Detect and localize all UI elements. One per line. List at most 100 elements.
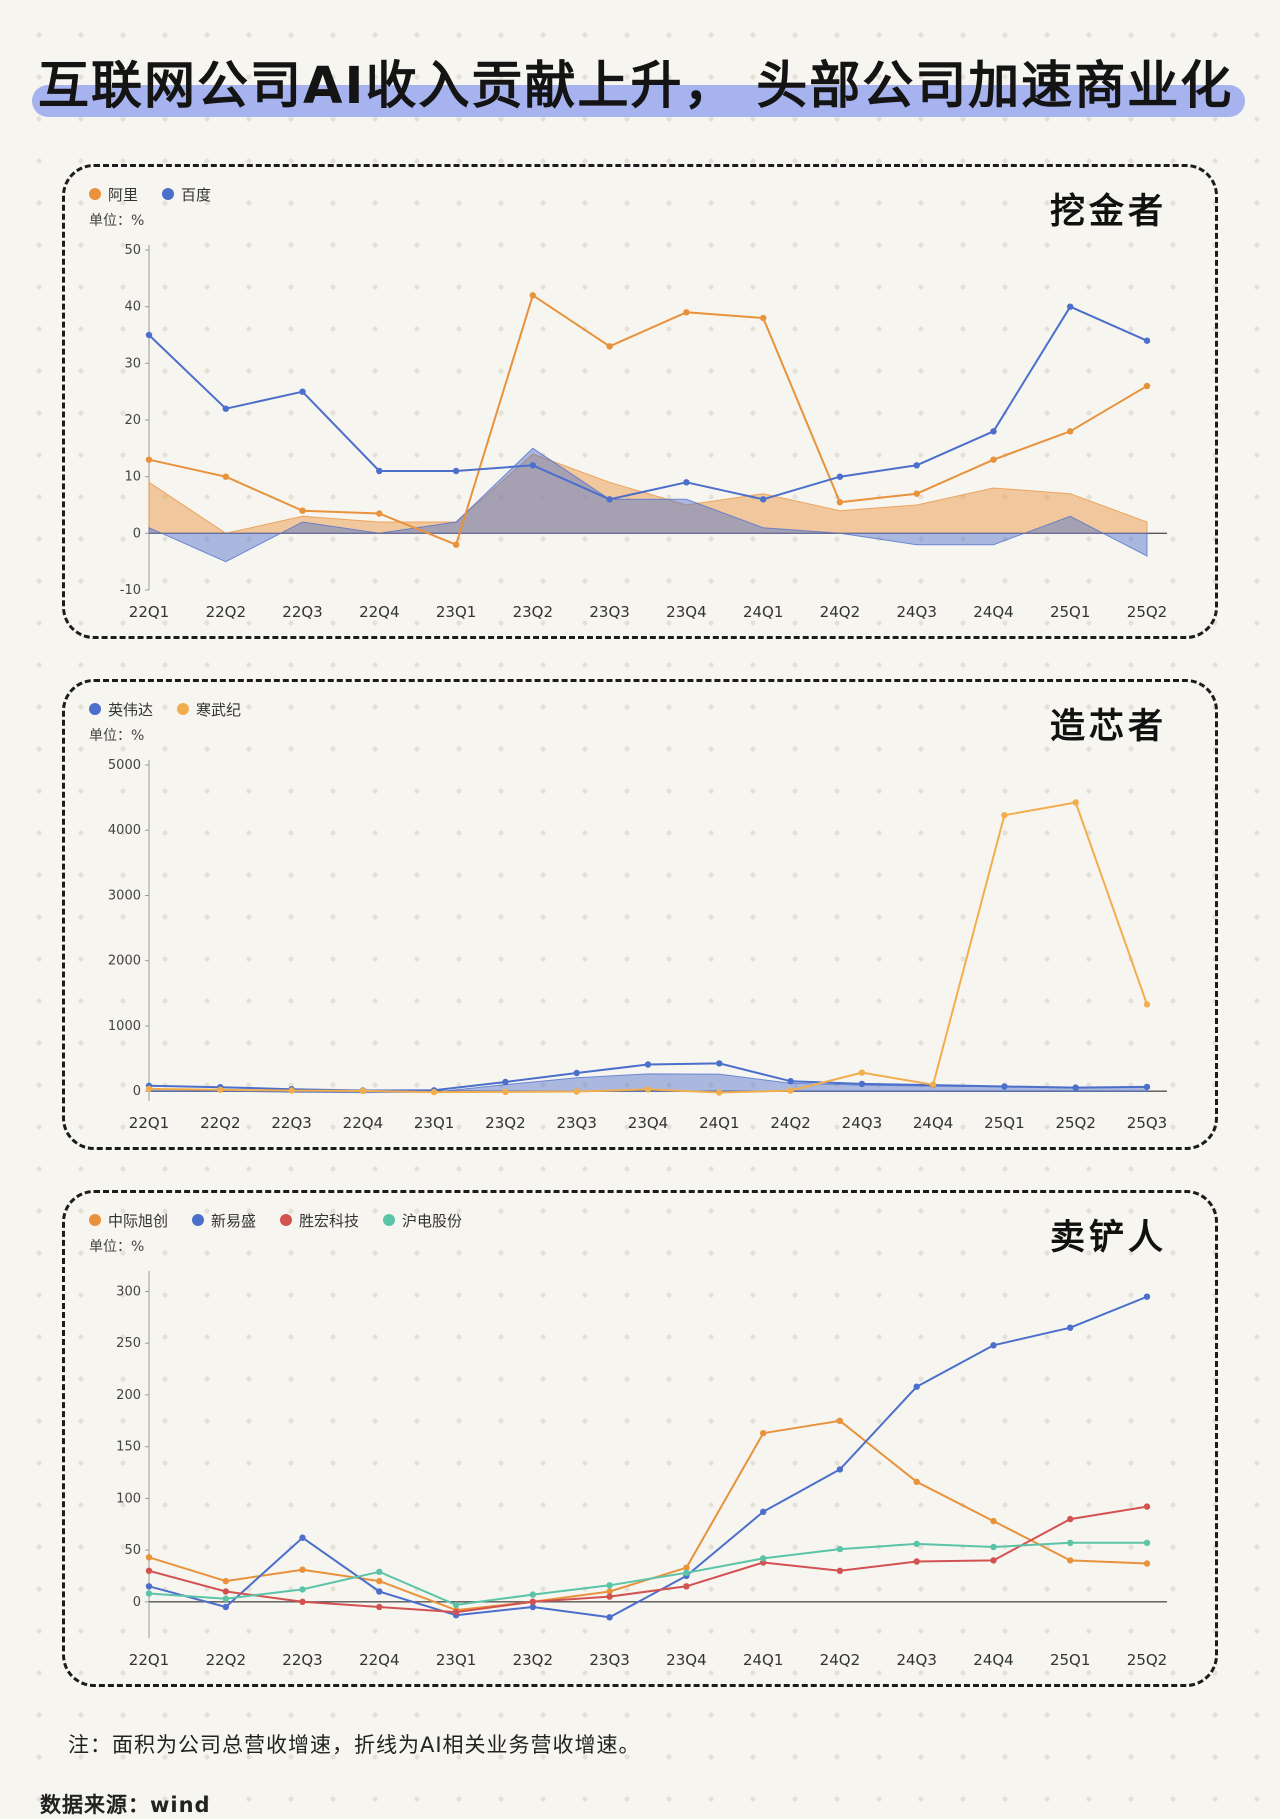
svg-text:22Q2: 22Q2 <box>206 603 246 621</box>
svg-text:23Q4: 23Q4 <box>666 1651 706 1669</box>
svg-text:2000: 2000 <box>108 954 141 969</box>
svg-text:24Q3: 24Q3 <box>896 603 936 621</box>
svg-text:3000: 3000 <box>108 889 141 904</box>
svg-text:23Q4: 23Q4 <box>628 1114 668 1132</box>
legend-item: 阿里 <box>89 184 138 205</box>
legend-item: 百度 <box>162 184 211 205</box>
legend-label: 沪电股份 <box>402 1211 463 1230</box>
panel-title-shovel-sellers: 卖铲人 <box>1049 1218 1167 1258</box>
svg-text:22Q4: 22Q4 <box>359 603 399 621</box>
svg-text:20: 20 <box>124 413 141 428</box>
svg-text:0: 0 <box>133 1084 141 1099</box>
svg-text:25Q2: 25Q2 <box>1055 1114 1095 1132</box>
svg-text:22Q1: 22Q1 <box>129 1651 169 1669</box>
unit-label: 单位：% <box>89 1239 145 1255</box>
legend-label: 胜宏科技 <box>299 1211 360 1230</box>
svg-text:25Q1: 25Q1 <box>984 1114 1024 1132</box>
chart-canvas-shovel-sellers: 0 50 100 150 200 250 300 22Q1 22Q2 22Q3 22Q4 23Q1 23… <box>89 1260 1191 1674</box>
svg-text:-10: -10 <box>120 583 141 598</box>
svg-text:23Q1: 23Q1 <box>436 1651 476 1669</box>
panel-title-gold-diggers: 挖金者 <box>1049 192 1167 232</box>
svg-text:22Q1: 22Q1 <box>129 603 169 621</box>
panel-chip-makers: 英伟达 寒武纪 造芯者 单位：% 0 1000 2000 3000 4000 5000 22Q… <box>62 679 1218 1150</box>
svg-text:50: 50 <box>124 1543 141 1558</box>
svg-text:24Q1: 24Q1 <box>699 1114 739 1132</box>
svg-text:23Q3: 23Q3 <box>556 1114 596 1132</box>
svg-text:23Q1: 23Q1 <box>436 603 476 621</box>
chart-legend: 中际旭创 新易盛 胜宏科技 沪电股份 <box>89 1210 1191 1231</box>
page-title-text: 互联网公司AI收入贡献上升， 头部公司加速商业化 <box>38 57 1234 116</box>
svg-text:22Q2: 22Q2 <box>206 1651 246 1669</box>
svg-text:24Q3: 24Q3 <box>896 1651 936 1669</box>
legend-dot-icon <box>383 1214 396 1226</box>
legend-label: 百度 <box>181 185 212 204</box>
svg-text:23Q2: 23Q2 <box>513 603 553 621</box>
svg-text:10: 10 <box>124 470 141 485</box>
svg-text:30: 30 <box>124 356 141 371</box>
svg-text:22Q1: 22Q1 <box>129 1114 169 1132</box>
legend-dot-icon <box>89 188 101 200</box>
legend-label: 寒武纪 <box>196 700 242 719</box>
svg-text:23Q2: 23Q2 <box>485 1114 525 1132</box>
legend-dot-icon <box>192 1214 205 1226</box>
svg-text:23Q4: 23Q4 <box>666 603 706 621</box>
legend-item: 新易盛 <box>192 1210 256 1231</box>
svg-text:24Q4: 24Q4 <box>913 1114 953 1132</box>
svg-text:22Q3: 22Q3 <box>271 1114 311 1132</box>
legend-dot-icon <box>177 703 190 715</box>
panel-gold-diggers: 阿里 百度 挖金者 单位：% -10 0 10 20 30 40 50 22Q1 22Q2 22Q3… <box>62 164 1218 639</box>
svg-text:25Q1: 25Q1 <box>1050 603 1090 621</box>
legend-item: 胜宏科技 <box>280 1210 359 1231</box>
legend-label: 阿里 <box>108 185 139 204</box>
panel-title-chip-makers: 造芯者 <box>1049 707 1167 747</box>
svg-text:22Q2: 22Q2 <box>200 1114 240 1132</box>
svg-text:4000: 4000 <box>108 823 141 838</box>
legend-dot-icon <box>280 1214 293 1226</box>
svg-text:24Q2: 24Q2 <box>770 1114 810 1132</box>
data-source: 数据来源：wind <box>40 1793 211 1817</box>
svg-text:40: 40 <box>124 300 141 315</box>
svg-text:25Q1: 25Q1 <box>1050 1651 1090 1669</box>
svg-text:23Q3: 23Q3 <box>589 1651 629 1669</box>
page-title: 互联网公司AI收入贡献上升， 头部公司加速商业化 <box>32 44 1246 118</box>
chart-canvas-chip-makers: 0 1000 2000 3000 4000 5000 22Q1 22Q2 22Q3 22Q4 23Q… <box>89 749 1191 1137</box>
unit-label: 单位：% <box>89 213 145 229</box>
legend-label: 新易盛 <box>211 1211 257 1230</box>
svg-text:23Q2: 23Q2 <box>513 1651 553 1669</box>
svg-text:23Q3: 23Q3 <box>589 603 629 621</box>
legend-item: 中际旭创 <box>89 1210 168 1231</box>
chart-svg: 0 50 100 150 200 250 300 22Q1 22Q2 22Q3 22Q4 23Q1 23… <box>116 1271 1167 1669</box>
svg-text:25Q2: 25Q2 <box>1127 1651 1167 1669</box>
unit-label: 单位：% <box>89 728 145 744</box>
svg-text:200: 200 <box>116 1388 141 1403</box>
svg-text:23Q1: 23Q1 <box>414 1114 454 1132</box>
svg-text:25Q2: 25Q2 <box>1127 603 1167 621</box>
legend-item: 英伟达 <box>89 699 153 720</box>
svg-text:300: 300 <box>116 1285 141 1300</box>
svg-text:24Q1: 24Q1 <box>743 603 783 621</box>
svg-text:24Q4: 24Q4 <box>973 603 1013 621</box>
svg-text:22Q4: 22Q4 <box>343 1114 383 1132</box>
svg-text:100: 100 <box>116 1491 141 1506</box>
svg-text:22Q3: 22Q3 <box>282 1651 322 1669</box>
legend-label: 中际旭创 <box>108 1211 169 1230</box>
svg-text:24Q2: 24Q2 <box>820 1651 860 1669</box>
panel-shovel-sellers: 中际旭创 新易盛 胜宏科技 沪电股份 卖铲人 单位：% 0 50 100 150 200 250… <box>62 1190 1218 1687</box>
svg-text:24Q1: 24Q1 <box>743 1651 783 1669</box>
legend-dot-icon <box>89 1214 101 1226</box>
legend-dot-icon <box>89 703 101 715</box>
chart-canvas-gold-diggers: -10 0 10 20 30 40 50 22Q1 22Q2 22Q3 22Q4 23Q1 23Q2 23… <box>89 234 1191 626</box>
svg-text:150: 150 <box>116 1440 141 1455</box>
legend-label: 英伟达 <box>108 700 154 719</box>
chart-legend: 英伟达 寒武纪 <box>89 699 1191 720</box>
footnote: 注：面积为公司总营收增速，折线为AI相关业务营收增速。 <box>68 1733 641 1757</box>
chart-legend: 阿里 百度 <box>89 184 1191 205</box>
title-highlight-bar <box>32 85 1246 117</box>
svg-text:22Q4: 22Q4 <box>359 1651 399 1669</box>
svg-text:24Q3: 24Q3 <box>842 1114 882 1132</box>
svg-text:50: 50 <box>124 243 141 258</box>
svg-text:25Q3: 25Q3 <box>1127 1114 1167 1132</box>
svg-text:0: 0 <box>133 526 141 541</box>
svg-text:250: 250 <box>116 1336 141 1351</box>
svg-text:24Q2: 24Q2 <box>820 603 860 621</box>
